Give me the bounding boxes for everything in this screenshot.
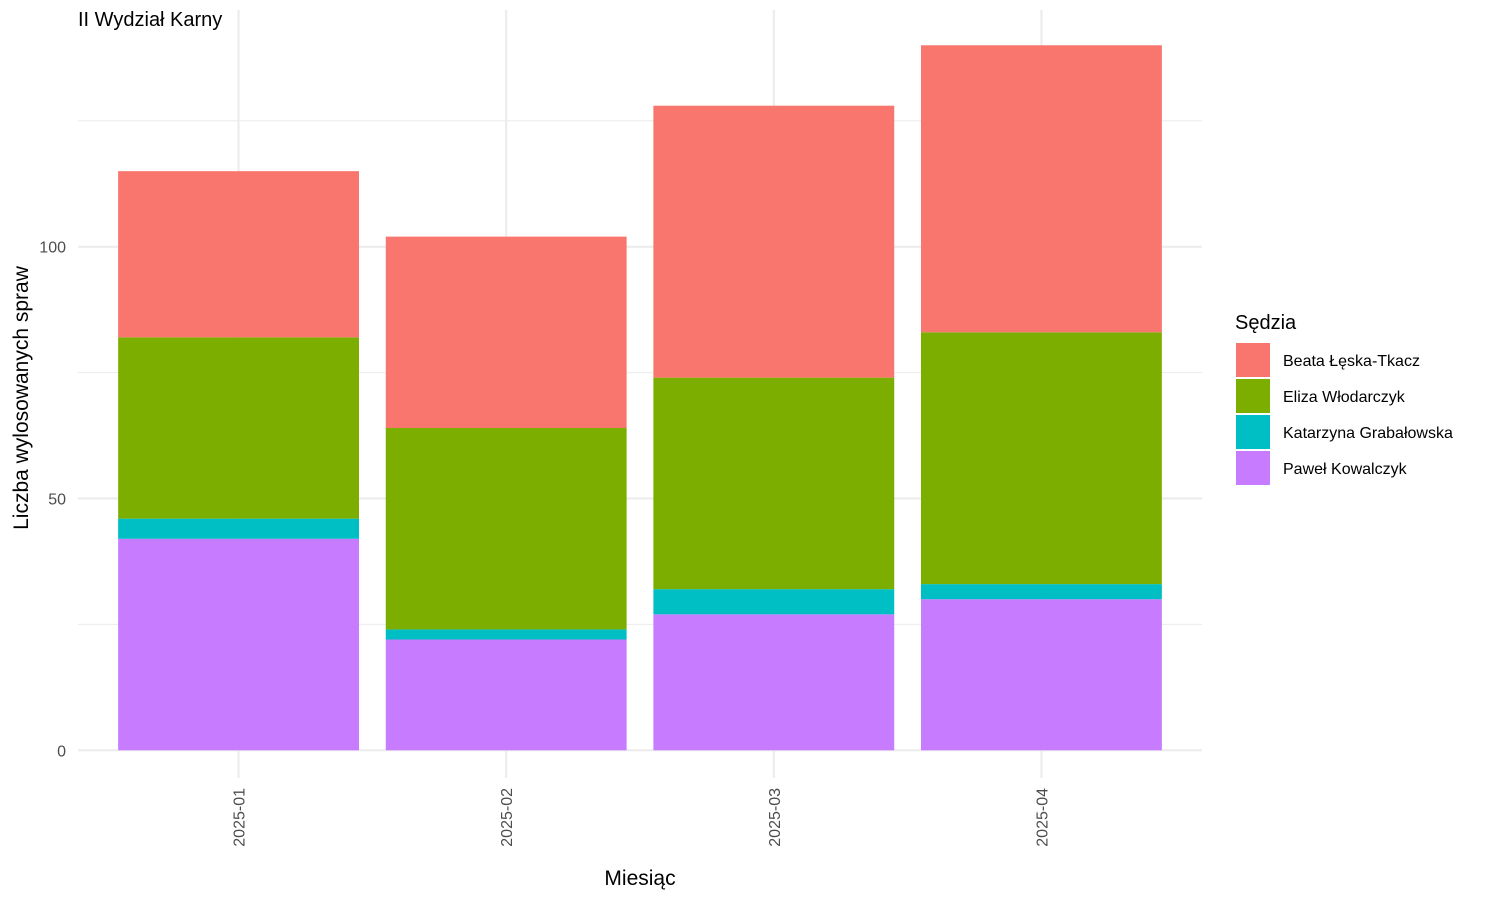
bar-segment [653,377,895,590]
bar-segment [921,599,1162,751]
legend-title: Sędzia [1235,312,1297,334]
bar-segment [653,614,895,751]
bar-segment [118,518,360,539]
bars [118,45,1162,751]
bar-segment [385,236,627,428]
legend-label: Katarzyna Grabałowska [1283,425,1453,442]
x-tick-label: 2025-03 [767,788,784,847]
bar-segment [653,589,895,615]
legend-label: Eliza Włodarczyk [1283,389,1406,406]
y-tick-label: 100 [39,240,66,257]
bar-segment [921,45,1162,333]
legend-swatch [1236,379,1270,413]
bar-segment [921,332,1162,585]
legend-label: Beata Łęska-Tkacz [1283,353,1420,370]
y-tick-label: 0 [57,743,66,760]
chart-title: II Wydział Karny [78,9,222,31]
x-tick-label: 2025-02 [499,788,516,847]
bar-segment [385,427,627,630]
legend-swatch [1236,415,1270,449]
x-tick-label: 2025-01 [232,788,249,847]
bar-segment [385,629,627,640]
bar-segment [921,584,1162,600]
bar-segment [653,105,895,378]
y-axis-title: Liczba wylosowanych spraw [10,265,33,530]
bar-segment [118,337,360,519]
legend-swatch [1236,451,1270,485]
x-axis-ticks: 2025-01 2025-02 2025-03 2025-04 [232,788,1052,847]
bar-segment [118,538,360,751]
x-tick-label: 2025-04 [1034,788,1051,847]
bar-segment [118,171,360,338]
legend-label: Paweł Kowalczyk [1283,461,1408,478]
y-axis-ticks: 0 50 100 [39,240,66,761]
legend: Sędzia Beata Łęska-Tkacz Eliza Włodarczyk… [1235,312,1453,485]
y-tick-label: 50 [48,491,66,508]
bar-segment [385,639,627,751]
legend-swatch [1236,343,1270,377]
x-axis-title: Miesiąc [604,867,675,890]
